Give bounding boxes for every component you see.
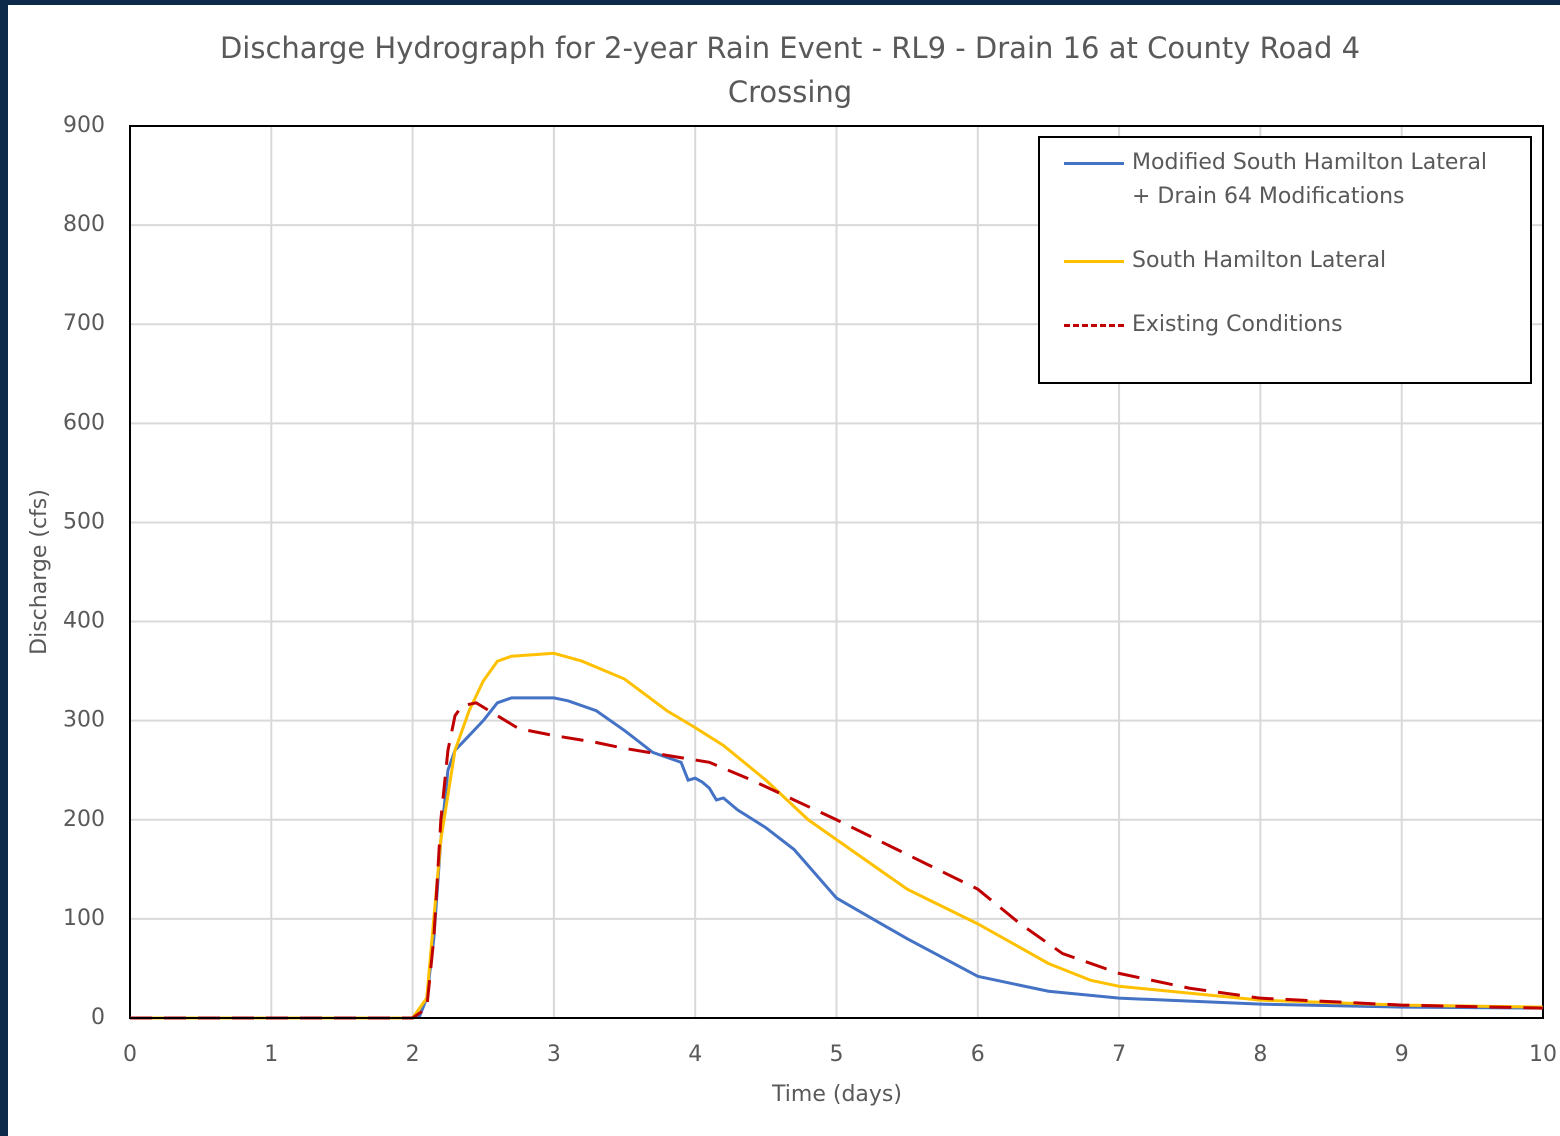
x-tick-label: 9: [1395, 1042, 1409, 1067]
x-tick-label: 5: [830, 1042, 844, 1067]
x-tick-label: 10: [1529, 1042, 1557, 1067]
legend-label: South Hamilton Lateral: [1132, 248, 1387, 273]
y-tick-label: 300: [63, 708, 105, 733]
x-axis-label: Time (days): [771, 1082, 902, 1107]
y-tick-label: 600: [63, 410, 105, 435]
y-tick-label: 400: [63, 609, 105, 634]
x-tick-label: 6: [971, 1042, 985, 1067]
legend-label: Modified South Hamilton Lateral + Drain …: [1132, 150, 1488, 209]
series-line: [130, 651, 1544, 1020]
legend-entry: Existing Conditions: [1050, 308, 1520, 342]
y-tick-label: 200: [63, 807, 105, 832]
x-tick-label: 2: [406, 1042, 420, 1067]
x-tick-label: 4: [688, 1042, 702, 1067]
legend-swatch: [1064, 324, 1124, 327]
chart-title: Discharge Hydrograph for 2-year Rain Eve…: [219, 31, 1361, 109]
legend-swatch: [1064, 162, 1124, 165]
y-tick-label: 700: [63, 311, 105, 336]
y-tick-label: 800: [63, 212, 105, 237]
x-tick-label: 1: [264, 1042, 278, 1067]
y-tick-label: 500: [63, 509, 105, 534]
legend-swatch: [1064, 260, 1124, 263]
series-line: [130, 696, 1544, 1020]
y-axis-label: Discharge (cfs): [27, 489, 52, 655]
legend-entry: South Hamilton Lateral: [1050, 244, 1520, 278]
y-tick-label: 0: [91, 1005, 105, 1030]
legend: Modified South Hamilton Lateral + Drain …: [1038, 136, 1532, 384]
x-tick-label: 8: [1253, 1042, 1267, 1067]
y-tick-label: 900: [63, 113, 105, 138]
x-tick-label: 3: [547, 1042, 561, 1067]
x-tick-label: 7: [1112, 1042, 1126, 1067]
y-tick-label: 100: [63, 906, 105, 931]
legend-entry: Modified South Hamilton Lateral + Drain …: [1050, 146, 1520, 214]
series-line: [130, 701, 1544, 1020]
legend-label: Existing Conditions: [1132, 312, 1343, 337]
x-tick-label: 0: [123, 1042, 137, 1067]
